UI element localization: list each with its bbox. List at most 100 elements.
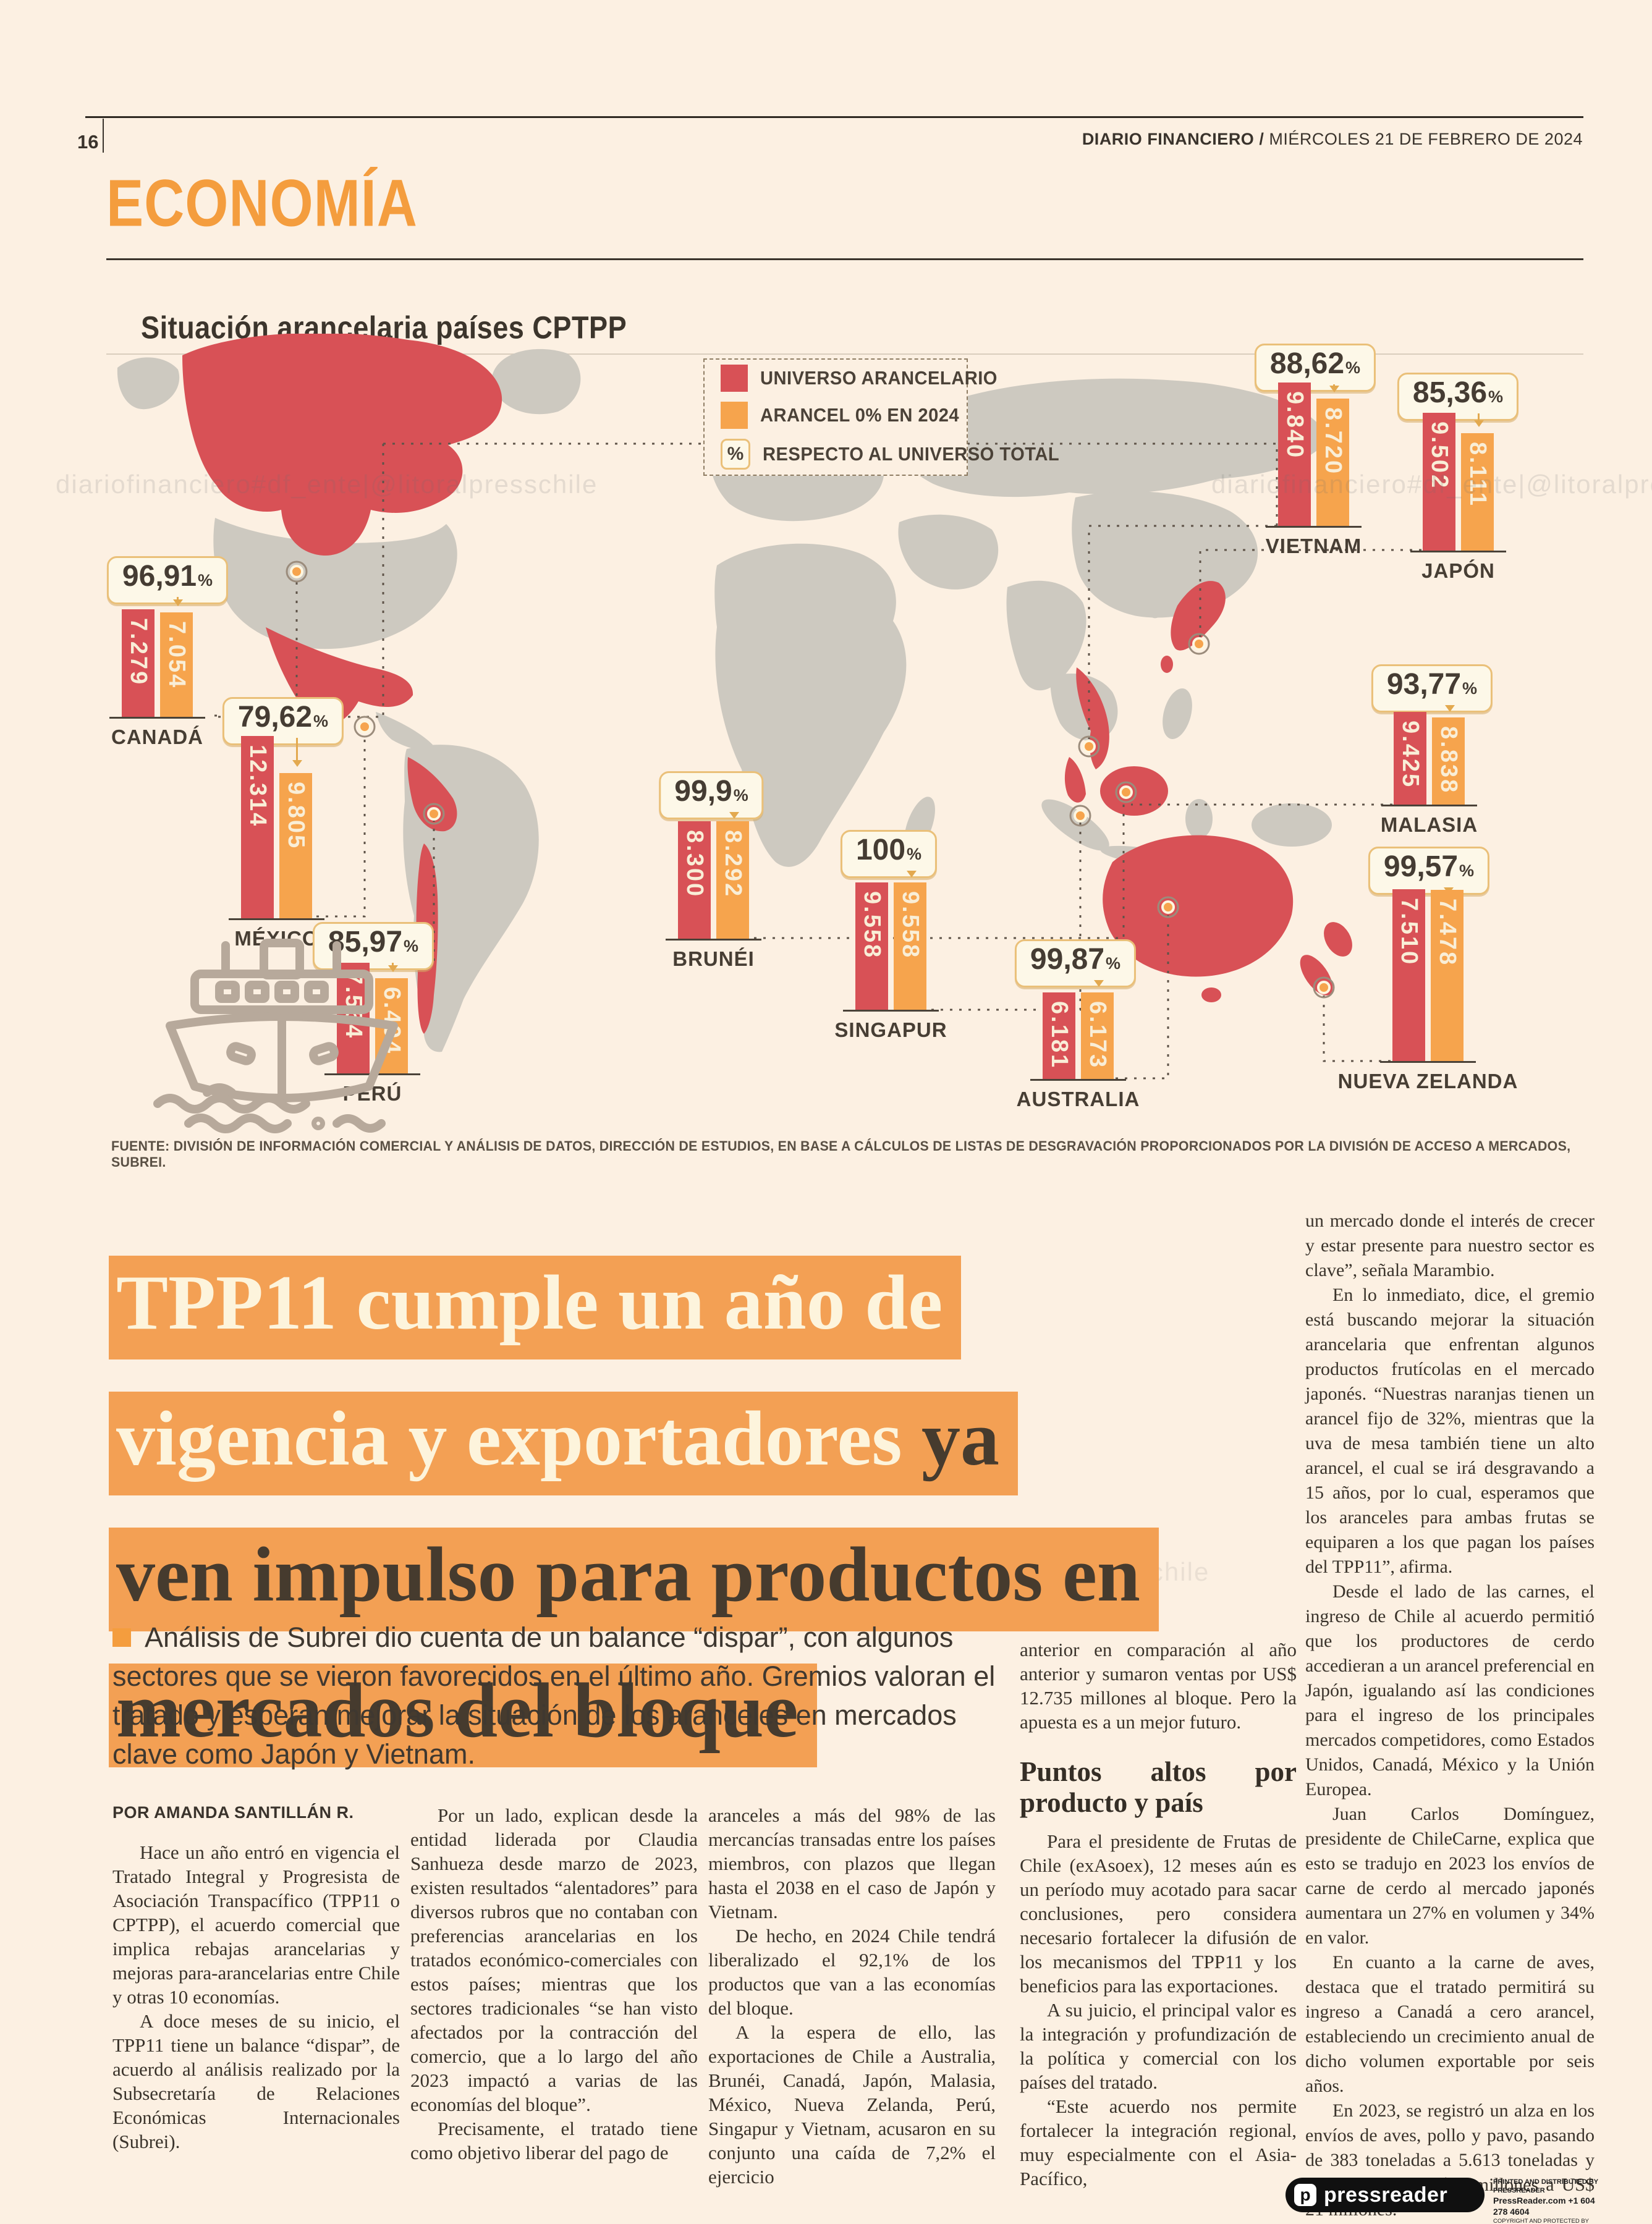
pct-badge-canada: 96,91% xyxy=(106,556,229,604)
bar-universo-japon: 9.502 xyxy=(1423,413,1455,551)
bar-value: 9.558 xyxy=(859,891,885,960)
pin-canada xyxy=(286,560,308,583)
bar-arancel0-nueva-zelanda: 7.478 xyxy=(1431,890,1464,1061)
chart-source: FUENTE: DIVISIÓN DE INFORMACIÓN COMERCIA… xyxy=(111,1138,1571,1170)
badge-arrow-malasia xyxy=(1444,705,1455,712)
pressreader-info: PRINTED AND DISTRIBUTED BY PRESSREADER P… xyxy=(1493,2178,1611,2224)
bar-universo-nueva-zelanda: 7.510 xyxy=(1392,889,1425,1061)
baseline-brunei xyxy=(666,939,761,941)
pct-value: 85,36 xyxy=(1412,376,1488,409)
chart-legend: UNIVERSO ARANCELARIO ARANCEL 0% EN 2024 … xyxy=(703,358,1059,476)
badge-arrow-brunei xyxy=(729,812,739,819)
map-tasmania xyxy=(1201,987,1221,1002)
headline-text: ya xyxy=(902,1396,1000,1482)
bar-universo-vietnam: 9.840 xyxy=(1278,383,1311,526)
map-new-guinea xyxy=(1252,803,1332,847)
pct-value: 93,77 xyxy=(1386,668,1462,701)
map-nz-north xyxy=(1324,922,1352,957)
bar-value: 7.279 xyxy=(125,618,151,687)
article-column-4: anterior en comparación al año anterior … xyxy=(1020,1638,1297,2191)
bar-arancel0-brunei: 8.292 xyxy=(716,821,749,939)
map-australia xyxy=(1103,835,1294,977)
legend-percent-icon: % xyxy=(721,439,750,470)
baseline-singapur xyxy=(843,1010,939,1012)
top-rule xyxy=(85,116,1583,118)
article-column-1: Hace un año entró en vigencia el Tratado… xyxy=(112,1840,400,2154)
bar-arancel0-vietnam: 8.720 xyxy=(1316,399,1349,526)
legend-item-percent: % RESPECTO AL UNIVERSO TOTAL xyxy=(721,439,1059,470)
column-4-lead: anterior en comparación al año anterior … xyxy=(1020,1638,1297,1734)
chart-title-rule xyxy=(106,353,1583,355)
baseline-australia xyxy=(1030,1079,1126,1081)
map-borneo xyxy=(1100,766,1168,816)
masthead-date: MIÉRCOLES 21 DE FEBRERO DE 2024 xyxy=(1264,130,1583,148)
column-4-body: Para el presidente de Frutas de Chile (e… xyxy=(1020,1829,1297,2191)
article-paragraph: “Este acuerdo nos permite fortalecer la … xyxy=(1020,2095,1297,2189)
bar-arancel0-mexico: 9.805 xyxy=(279,773,312,918)
pct-badge-vietnam: 88,62% xyxy=(1254,344,1376,392)
article-column-3: aranceles a más del 98% de las mercancía… xyxy=(708,1803,996,2189)
map-vietnam xyxy=(1076,667,1109,769)
country-label-singapur: SINGAPUR xyxy=(834,1018,947,1041)
article-paragraph: En cuanto a la carne de aves, destaca qu… xyxy=(1305,1952,1595,2096)
badge-arrow-australia xyxy=(1093,980,1104,987)
pct-badge-malasia: 93,77% xyxy=(1371,664,1493,712)
headline-text: vigencia y exportadores xyxy=(116,1396,902,1482)
bar-value: 8.111 xyxy=(1465,442,1491,507)
article-column-2: Por un lado, explican desde la entidad l… xyxy=(410,1803,698,2165)
country-label-australia: AUSTRALIA xyxy=(1016,1088,1140,1110)
map-russia xyxy=(890,378,1329,497)
legend-item-arancel: ARANCEL 0% EN 2024 xyxy=(721,402,959,429)
pin-australia xyxy=(1157,896,1179,918)
legend-label: RESPECTO AL UNIVERSO TOTAL xyxy=(763,443,1060,465)
pressreader-line3: COPYRIGHT AND PROTECTED BY APPLICABLE LA… xyxy=(1493,2218,1589,2224)
badge-arrow-japon xyxy=(1473,413,1484,427)
bar-value: 8.300 xyxy=(682,830,708,898)
section-title: ECONOMÍA xyxy=(106,166,418,240)
map-alaska xyxy=(117,357,180,410)
article-paragraph: Juan Carlos Domínguez, presidente de Chi… xyxy=(1305,1804,1595,1948)
article-paragraph: aranceles a más del 98% de las mercancía… xyxy=(708,1804,996,1922)
chart-bars-layer: 96,91% 7.279 7.054 CANADÁ 79,62% 12.314 9.805 M… xyxy=(0,334,1652,1149)
article-paragraph: Hace un año entró en vigencia el Tratado… xyxy=(112,1841,400,2008)
summary-text: Análisis de Subrei dio cuenta de un bala… xyxy=(112,1621,996,1770)
connector-nueva-zelanda xyxy=(1323,991,1391,1062)
bar-value: 9.840 xyxy=(1282,391,1308,460)
pct-value: 88,62 xyxy=(1269,347,1345,380)
pct-value: 99,9 xyxy=(674,775,732,808)
pct-sign: % xyxy=(1462,679,1478,698)
badge-arrow-singapur xyxy=(906,871,917,877)
pin-singapur xyxy=(1069,805,1091,827)
map-middle-east xyxy=(898,514,999,590)
map-pins xyxy=(286,560,1335,999)
article-paragraph: Precisamente, el tratado tiene como obje… xyxy=(410,2118,698,2163)
pct-sign: % xyxy=(404,937,419,955)
bar-universo-singapur: 9.558 xyxy=(855,882,888,1010)
connector-brunei xyxy=(745,797,1125,939)
bar-value: 8.720 xyxy=(1320,407,1346,476)
country-label-brunei: BRUNÉI xyxy=(672,947,755,970)
map-korea xyxy=(1146,595,1164,619)
pct-sign: % xyxy=(733,786,748,805)
bar-arancel0-japon: 8.111 xyxy=(1461,433,1494,551)
country-label-vietnam: VIETNAM xyxy=(1265,535,1362,557)
baseline-nueva-zelanda xyxy=(1380,1061,1476,1063)
pin-mexico xyxy=(354,716,376,738)
pct-value: 96,91 xyxy=(122,560,197,593)
badge-arrow-peru xyxy=(388,963,398,972)
country-label-japon: JAPÓN xyxy=(1421,559,1495,582)
connector-australia xyxy=(1106,911,1169,1080)
badge-arrow-mexico xyxy=(292,738,302,767)
headline-text: TPP11 cumple un año de xyxy=(116,1260,943,1347)
pct-sign: % xyxy=(1459,861,1475,880)
bar-universo-malasia: 9.425 xyxy=(1394,712,1426,805)
map-japan xyxy=(1171,581,1226,651)
pct-value: 99,87 xyxy=(1030,943,1105,976)
legend-swatch-red xyxy=(721,365,748,392)
bar-value: 8.292 xyxy=(720,830,746,898)
map-central-america xyxy=(376,712,433,750)
bar-universo-mexico: 12.314 xyxy=(241,736,274,918)
pct-sign: % xyxy=(1106,954,1121,973)
baseline-mexico xyxy=(229,918,324,920)
article-paragraph: En lo inmediato, dice, el gremio está bu… xyxy=(1305,1285,1595,1577)
